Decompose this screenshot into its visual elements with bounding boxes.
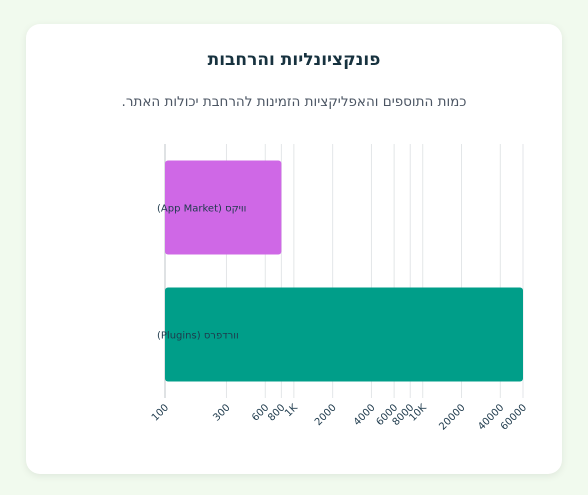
bar[interactable] xyxy=(165,287,523,382)
x-tick-label: 300 xyxy=(211,402,232,423)
x-tick-label: 100 xyxy=(150,402,171,423)
category-label: וויקס (App Market) xyxy=(157,204,246,215)
bars xyxy=(165,160,523,382)
chart-card: פונקציונליות והרחבות כמות התוספים והאפלי… xyxy=(26,24,562,474)
x-tick-label: 20000 xyxy=(437,402,467,432)
x-tick-label: 2000 xyxy=(313,402,339,428)
category-label: וורדפרס (Plugins) xyxy=(157,331,239,342)
x-tick-label: 1K xyxy=(283,402,300,419)
chart-title: פונקציונליות והרחבות xyxy=(207,50,381,70)
x-tick-label: 4000 xyxy=(352,402,378,428)
category-labels: וויקס (App Market) וורדפרס (Plugins) xyxy=(157,204,246,342)
bar-chart: וויקס (App Market) וורדפרס (Plugins) 100 3… xyxy=(150,144,529,433)
x-tick-label: 60000 xyxy=(499,402,529,432)
bar[interactable] xyxy=(165,160,282,255)
chart-subtitle: כמות התוספים והאפליקציות הזמינות להרחבת … xyxy=(121,94,467,110)
